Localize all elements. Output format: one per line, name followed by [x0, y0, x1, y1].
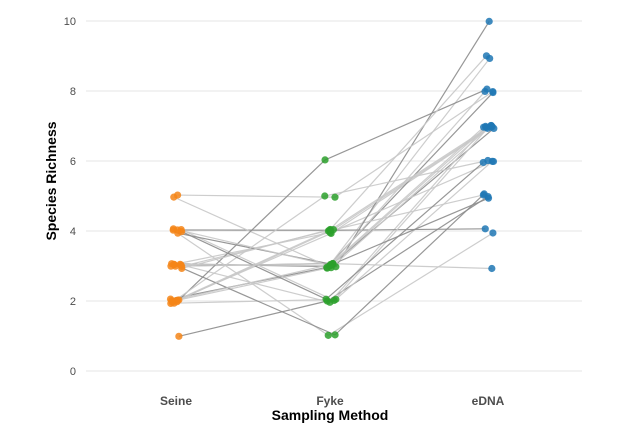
pair-line — [326, 58, 491, 269]
point-fyke — [322, 295, 330, 303]
pair-line — [330, 126, 493, 234]
pair-line — [334, 193, 485, 336]
pair-line — [329, 228, 486, 231]
x-category-fyke: Fyke — [316, 394, 344, 408]
point-edna — [480, 190, 488, 198]
y-tick-2: 2 — [70, 296, 76, 308]
pair-line — [171, 230, 329, 303]
point-seine — [170, 260, 178, 269]
pair-line — [181, 228, 331, 269]
y-tick-labels: 0 2 4 6 8 10 — [64, 16, 76, 378]
pair-line — [333, 126, 492, 231]
pair-line — [335, 160, 493, 300]
point-fyke — [331, 193, 339, 201]
pair-line — [335, 21, 490, 268]
y-tick-8: 8 — [70, 86, 76, 98]
pair-line — [178, 300, 328, 337]
point-seine — [168, 296, 176, 305]
pair-line — [174, 298, 336, 304]
y-tick-10: 10 — [64, 16, 76, 28]
x-category-edna: eDNA — [472, 394, 505, 408]
pair-line — [334, 91, 494, 198]
y-tick-4: 4 — [70, 226, 76, 238]
pair-line — [329, 160, 494, 234]
pair-line — [180, 264, 331, 303]
pair-line — [329, 55, 487, 230]
paired-lines — [170, 21, 495, 337]
point-edna — [485, 17, 493, 25]
pair-line — [331, 197, 489, 265]
point-fyke — [326, 262, 334, 270]
point-fyke — [321, 156, 329, 164]
pair-line — [325, 161, 484, 300]
point-edna — [489, 229, 497, 237]
pair-line — [324, 88, 488, 161]
pair-line — [327, 232, 494, 336]
pair-line — [177, 194, 335, 198]
x-category-seine: Seine — [160, 394, 192, 408]
pair-line — [173, 264, 336, 336]
pair-line — [330, 125, 492, 269]
data-points — [166, 17, 498, 340]
pair-line — [328, 194, 484, 232]
pair-line — [332, 263, 492, 270]
y-tick-0: 0 — [70, 366, 76, 378]
pair-line — [329, 91, 486, 267]
point-seine — [176, 260, 184, 268]
point-edna — [489, 88, 497, 96]
pair-line — [171, 263, 331, 302]
point-edna — [489, 157, 498, 166]
x-category-labels: Seine Fyke eDNA — [160, 394, 505, 408]
point-edna — [479, 158, 487, 167]
pair-line — [330, 126, 487, 267]
point-fyke — [331, 331, 339, 339]
y-tick-6: 6 — [70, 156, 76, 168]
pair-line — [330, 126, 485, 265]
pair-line — [333, 127, 488, 301]
x-axis-title: Sampling Method — [272, 407, 389, 423]
point-edna — [482, 52, 491, 60]
point-seine — [169, 225, 178, 233]
point-edna — [480, 123, 488, 131]
point-edna — [481, 87, 489, 96]
point-edna — [481, 225, 489, 233]
pair-line — [173, 196, 332, 269]
point-fyke — [330, 296, 338, 305]
point-seine — [178, 227, 186, 236]
point-edna — [487, 123, 495, 131]
point-seine — [170, 193, 178, 201]
point-seine — [175, 332, 183, 340]
pair-line — [178, 229, 334, 301]
pair-line — [176, 159, 326, 303]
point-fyke — [324, 331, 332, 339]
pair-line — [170, 195, 326, 304]
point-edna — [488, 264, 496, 273]
point-fyke — [321, 192, 329, 200]
point-seine — [175, 296, 183, 304]
pair-line — [324, 159, 488, 197]
point-fyke — [329, 226, 338, 234]
y-axis-title: Species Richness — [43, 121, 59, 240]
